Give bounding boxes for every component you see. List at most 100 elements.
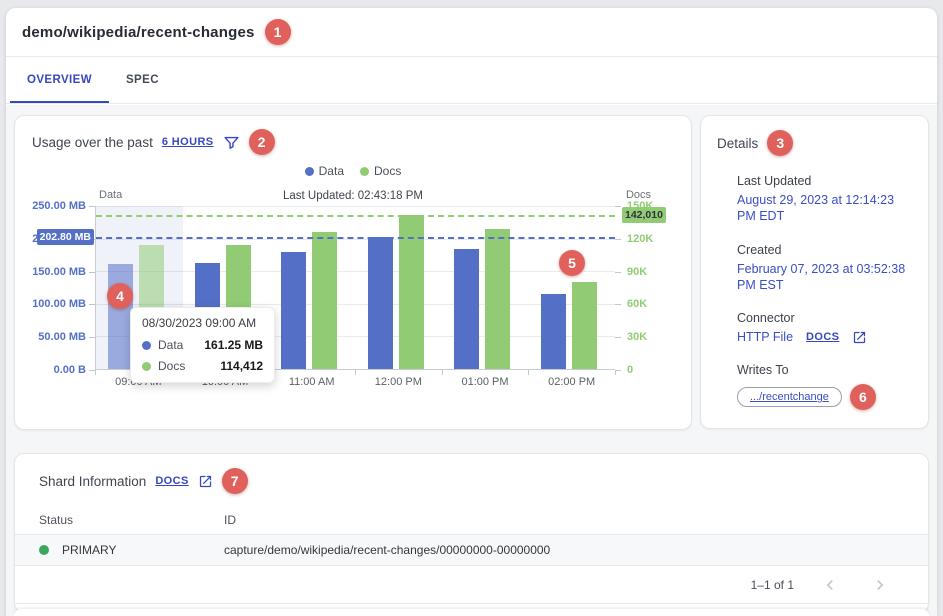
axis-tick: 150.00 MB [32,265,86,278]
id-column-header: ID [224,513,236,527]
next-page-button[interactable] [866,571,894,599]
bar-group[interactable] [269,206,356,369]
tooltip-data-dot [142,340,151,350]
axis-tick: 60K [627,298,648,311]
max-marker-line [96,214,615,217]
x-axis-tick-label: 02:00 PM [548,376,596,388]
tooltip-data-value: 161.25 MB [204,338,264,352]
status-column-header: Status [39,513,74,527]
bar-group[interactable] [529,206,616,369]
detail-last-updated: Last Updated August 29, 2023 at 12:14:23… [737,174,912,225]
annotation-badge-7: 7 [221,468,248,494]
data-bar[interactable] [281,252,307,369]
chart-tooltip: 08/30/2023 09:00 AM Data 161.25 MB Docs … [130,307,276,383]
chart-legend: Data Docs [15,164,691,178]
bar-group[interactable] [442,206,529,369]
table-row[interactable]: PRIMARY capture/demo/wikipedia/recent-ch… [15,535,928,566]
shard-table-header: Status ID [15,506,928,535]
data-bar[interactable] [540,293,566,369]
max-marker-badge: 142,010 [622,206,666,223]
axis-tick: 30K [627,331,648,344]
content-area: Usage over the past 6 HOURS 2 Data Docs [6,105,937,616]
x-axis-tick-label: 01:00 PM [461,376,509,388]
axis-tick: 90K [627,265,648,278]
annotation-badge-6: 6 [849,384,876,411]
legend-item-docs[interactable]: Docs [360,164,401,178]
detail-connector: Connector HTTP File DOCS [737,311,912,345]
annotation-badge-4: 4 [107,283,133,309]
time-range-link[interactable]: 6 HOURS [161,136,214,148]
writes-to-label: Writes To [737,363,789,378]
axis-tick: 250.00 MB [32,200,86,212]
x-axis-tick-label: 11:00 AM [288,376,335,388]
page-header: demo/wikipedia/recent-changes 1 [6,8,937,57]
max-marker-line [96,236,615,239]
axis-tick: 100.00 MB [32,298,86,311]
tooltip-docs-dot [142,361,151,371]
tab-spec[interactable]: SPEC [125,74,159,86]
previous-page-button[interactable] [816,571,844,599]
tab-overview[interactable]: OVERVIEW [10,57,109,103]
docs-bar[interactable] [485,228,511,369]
usage-card-title: Usage over the past [32,134,153,150]
shard-docs-link[interactable]: DOCS [155,475,189,487]
pagination-range-label: 1–1 of 1 [750,577,794,592]
legend-item-data[interactable]: Data [304,164,344,178]
page-title: demo/wikipedia/recent-changes [22,23,255,41]
legend-data-label: Data [318,164,344,178]
legend-docs-dot [360,166,369,176]
chevron-right-icon [877,579,884,590]
chart-last-updated: Last Updated: 02:43:18 PM [282,190,423,202]
detail-writes-to: Writes To .../recentchange 6 [737,363,912,411]
annotation-badge-5: 5 [559,250,585,276]
writes-to-chip[interactable]: .../recentchange [737,387,842,408]
bar-group[interactable] [356,206,443,369]
tab-bar: OVERVIEW SPEC [6,57,937,104]
annotation-badge-3: 3 [767,130,794,156]
external-link-icon[interactable] [852,330,867,345]
filter-icon[interactable] [223,134,240,151]
right-axis-title: Docs [625,189,651,201]
tooltip-docs-value: 114,412 [220,359,264,373]
connector-value: HTTP File [737,330,794,344]
tooltip-data-label: Data [158,338,184,352]
data-bar[interactable] [454,249,480,369]
legend-data-dot [304,166,314,176]
last-updated-value: August 29, 2023 at 12:14:23 PM EDT [737,193,895,224]
axis-tick: 50.00 MB [38,331,86,344]
details-card: Details 3 Last Updated August 29, 2023 a… [700,115,929,430]
docs-bar[interactable] [312,232,338,369]
external-link-icon[interactable] [198,474,213,489]
tooltip-title: 08/30/2023 09:00 AM [142,316,257,330]
created-value: February 07, 2023 at 03:52:38 PM EST [737,261,906,292]
detail-created: Created February 07, 2023 at 03:52:38 PM… [737,243,912,294]
shard-card: Shard Information DOCS 7 Status ID PRIMA… [14,453,929,613]
data-bar[interactable] [108,263,134,369]
writes-to-value: .../recentchange [750,391,829,404]
tooltip-docs-label: Docs [158,359,186,373]
docs-bar[interactable] [398,214,424,369]
annotation-badge-1: 1 [264,19,291,45]
connector-docs-link[interactable]: DOCS [806,331,840,344]
details-card-title: Details [717,135,759,151]
status-dot [39,545,49,555]
chevron-left-icon [826,579,833,590]
max-marker-badge: 202.80 MB [36,228,94,245]
main-panel: demo/wikipedia/recent-changes 1 OVERVIEW… [6,8,937,616]
plot-area[interactable]: 08/30/2023 09:00 AM Data 161.25 MB Docs … [95,206,616,383]
connector-label: Connector [737,311,795,325]
data-bar[interactable] [367,236,393,369]
next-card-top-edge [14,609,929,616]
axis-tick: 0 [627,364,634,376]
legend-docs-label: Docs [374,164,402,178]
usage-card: Usage over the past 6 HOURS 2 Data Docs [14,115,692,430]
right-axis-ticks: 150K120K90K60K30K0142,010 [615,200,691,376]
status-value: PRIMARY [62,543,117,557]
last-updated-label: Last Updated [737,174,812,188]
docs-bar[interactable] [571,281,597,369]
created-label: Created [737,242,782,257]
pagination: 1–1 of 1 [15,566,928,604]
x-axis-tick-label: 12:00 PM [374,376,422,388]
